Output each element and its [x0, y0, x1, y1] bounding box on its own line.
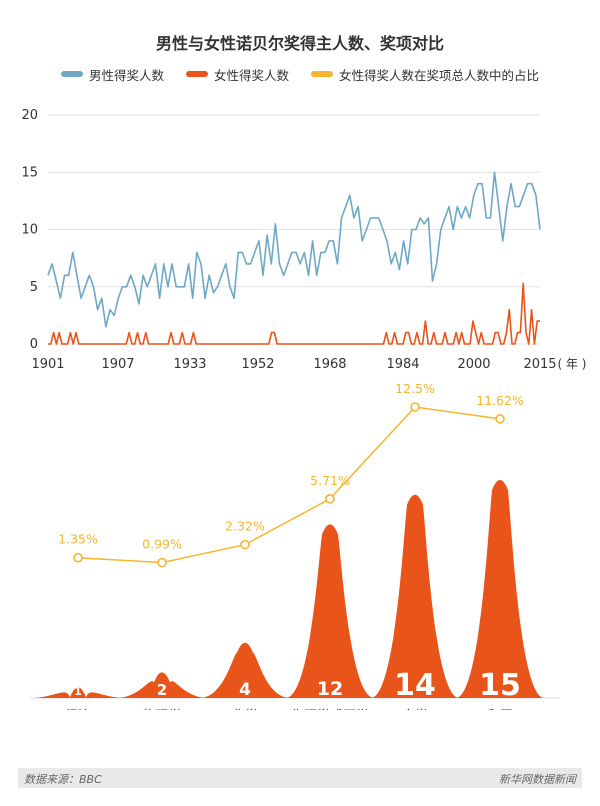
- x-tick-label: 1933: [173, 357, 206, 372]
- share-value-label: 11.62%: [476, 393, 524, 408]
- share-point: [410, 402, 420, 412]
- category-peak: [201, 642, 289, 698]
- share-value-label: 12.5%: [395, 381, 435, 396]
- chart-title: 男性与女性诺贝尔奖得主人数、奖项对比: [155, 34, 444, 53]
- category-label: 物理学: [142, 708, 181, 710]
- category-label: 经济: [65, 709, 91, 710]
- prize-category-chart: 1 经济 2 物理学 4 化学 12 生理学或医学 14 文学 15 和平 1.35% 0.99% 2.32…: [30, 381, 560, 710]
- y-tick-label: 5: [30, 280, 38, 295]
- category-peak: [286, 524, 374, 698]
- category-label: 文学: [402, 708, 428, 710]
- x-axis-unit: ( 年 ): [558, 357, 587, 371]
- category-label: 生理学或医学: [291, 708, 369, 710]
- share-point: [73, 552, 83, 563]
- footer-source: 数据来源：BBC: [24, 773, 102, 786]
- category-value-label: 15: [479, 668, 521, 703]
- category-label: 和平: [487, 709, 513, 710]
- legend-swatch-female: [185, 71, 208, 77]
- legend: 男性得奖人数 女性得奖人数 女性得奖人数在奖项总人数中的占比: [0, 64, 600, 84]
- category-value-label: 2: [157, 681, 167, 699]
- female-series-line: [48, 282, 540, 345]
- x-tick-label: 2015: [523, 357, 556, 372]
- x-tick-label: 1968: [313, 357, 346, 372]
- share-point: [495, 414, 505, 424]
- share-value-label: 0.99%: [142, 537, 182, 552]
- y-tick-label: 0: [30, 337, 38, 352]
- y-tick-label: 10: [21, 223, 38, 238]
- y-tick-label: 20: [21, 108, 38, 123]
- category-value-label: 12: [317, 678, 343, 700]
- footer-bar: 数据来源：BBC 新华网数据新闻: [18, 768, 582, 788]
- share-value-label: 2.32%: [225, 519, 265, 534]
- share-point: [157, 557, 167, 568]
- share-value-label: 5.71%: [310, 473, 350, 488]
- legend-label-share: 女性得奖人数在奖项总人数中的占比: [339, 67, 540, 83]
- x-tick-label: 1901: [31, 357, 64, 372]
- legend-swatch-share: [311, 71, 333, 77]
- share-point: [240, 539, 250, 550]
- x-tick-label: 1907: [101, 357, 134, 372]
- category-value-label: 1: [74, 685, 82, 698]
- legend-item-share: 女性得奖人数在奖项总人数中的占比: [311, 64, 539, 84]
- x-tick-label: 1952: [241, 357, 274, 372]
- category-peak: [456, 480, 544, 698]
- x-tick-label: 2000: [457, 357, 490, 372]
- legend-label-male: 男性得奖人数: [88, 67, 164, 83]
- legend-label-female: 女性得奖人数: [213, 67, 289, 83]
- category-peak: [118, 672, 206, 698]
- share-line: [77, 406, 501, 564]
- category-value-label: 4: [239, 680, 251, 700]
- share-value-label: 1.35%: [58, 532, 98, 547]
- category-label: 化学: [232, 708, 258, 710]
- category-peak: [371, 494, 459, 698]
- legend-item-male: 男性得奖人数: [60, 64, 164, 84]
- share-point: [325, 494, 335, 504]
- category-peak: [34, 687, 122, 698]
- x-tick-label: 1984: [386, 357, 419, 372]
- yearly-laureates-chart: 0 5 10 15 20 1901 1907 1933 1952 1968 1984 2000 2015…: [21, 108, 587, 372]
- legend-swatch-male: [60, 71, 83, 77]
- y-tick-label: 15: [21, 165, 38, 180]
- legend-item-female: 女性得奖人数: [185, 64, 289, 84]
- footer-credit: 新华网数据新闻: [499, 773, 576, 786]
- male-series-line: [47, 171, 541, 328]
- category-value-label: 14: [394, 668, 436, 703]
